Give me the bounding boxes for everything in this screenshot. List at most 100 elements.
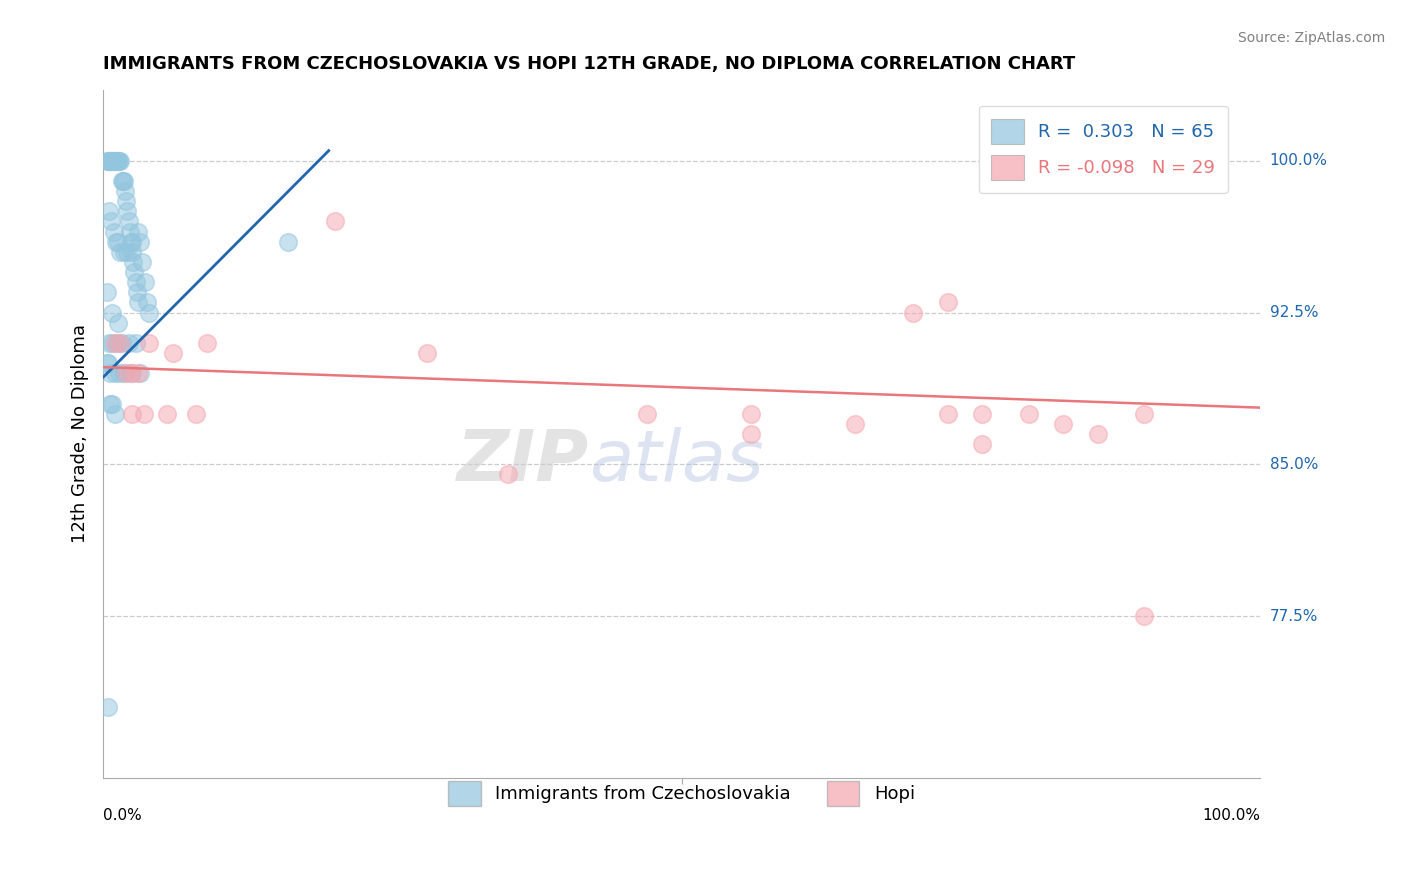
Y-axis label: 12th Grade, No Diploma: 12th Grade, No Diploma: [72, 325, 89, 543]
Point: [1133, 407, 1156, 421]
Point: [129, 366, 152, 380]
Point: [111, 174, 134, 188]
Point: [107, 235, 129, 249]
Point: [101, 396, 124, 410]
Point: [636, 407, 658, 421]
Point: [127, 366, 149, 380]
Point: [108, 366, 131, 380]
Text: 100.0%: 100.0%: [1270, 153, 1327, 169]
Text: Source: ZipAtlas.com: Source: ZipAtlas.com: [1237, 31, 1385, 45]
Point: [117, 244, 139, 259]
Point: [104, 235, 127, 249]
Point: [134, 275, 156, 289]
Point: [121, 366, 143, 380]
Text: IMMIGRANTS FROM CZECHOSLOVAKIA VS HOPI 12TH GRADE, NO DIPLOMA CORRELATION CHART: IMMIGRANTS FROM CZECHOSLOVAKIA VS HOPI 1…: [103, 55, 1076, 73]
Point: [1133, 609, 1156, 624]
Point: [97, 700, 120, 714]
Point: [112, 244, 135, 259]
Point: [97, 153, 120, 168]
Text: atlas: atlas: [589, 427, 763, 496]
Point: [104, 335, 127, 350]
Text: 77.5%: 77.5%: [1270, 608, 1317, 624]
Point: [121, 407, 143, 421]
Point: [105, 335, 128, 350]
Point: [111, 174, 134, 188]
Point: [496, 467, 519, 482]
Point: [114, 184, 136, 198]
Point: [96, 356, 118, 370]
Point: [97, 153, 120, 168]
Point: [136, 295, 159, 310]
Point: [1087, 426, 1109, 441]
Point: [112, 366, 135, 380]
Point: [100, 153, 122, 168]
Point: [195, 335, 218, 350]
Point: [121, 244, 143, 259]
Point: [132, 407, 155, 421]
Point: [97, 204, 120, 219]
Point: [104, 407, 127, 421]
Point: [124, 275, 146, 289]
Point: [110, 153, 132, 168]
Point: [110, 335, 132, 350]
Point: [104, 153, 127, 168]
Point: [125, 285, 148, 300]
Point: [107, 316, 129, 330]
Point: [117, 214, 139, 228]
Point: [936, 295, 959, 310]
Point: [127, 225, 149, 239]
Point: [120, 366, 142, 380]
Legend: Immigrants from Czechoslovakia, Hopi: Immigrants from Czechoslovakia, Hopi: [441, 773, 922, 814]
Point: [127, 295, 149, 310]
Point: [740, 407, 762, 421]
Text: 92.5%: 92.5%: [1270, 305, 1319, 320]
Point: [277, 235, 299, 249]
Point: [121, 235, 143, 249]
Point: [100, 214, 122, 228]
Point: [98, 366, 121, 380]
Point: [1018, 407, 1040, 421]
Point: [101, 335, 124, 350]
Point: [323, 214, 346, 228]
Point: [96, 285, 118, 300]
Point: [96, 153, 118, 168]
Point: [112, 174, 135, 188]
Point: [117, 204, 139, 219]
Text: 0.0%: 0.0%: [103, 808, 142, 823]
Point: [120, 235, 142, 249]
Point: [844, 417, 866, 431]
Point: [138, 335, 160, 350]
Point: [97, 335, 120, 350]
Point: [108, 153, 131, 168]
Point: [162, 346, 184, 360]
Point: [107, 153, 129, 168]
Point: [103, 225, 125, 239]
Point: [98, 153, 121, 168]
Point: [972, 437, 994, 451]
Point: [124, 335, 146, 350]
Point: [129, 235, 152, 249]
Point: [1052, 417, 1074, 431]
Point: [156, 407, 179, 421]
Point: [115, 366, 138, 380]
Point: [118, 225, 141, 239]
Point: [122, 255, 145, 269]
Text: ZIP: ZIP: [457, 427, 589, 496]
Point: [740, 426, 762, 441]
Point: [101, 305, 124, 319]
Point: [124, 265, 146, 279]
Point: [104, 153, 127, 168]
Point: [131, 255, 153, 269]
Point: [101, 153, 124, 168]
Point: [416, 346, 439, 360]
Point: [936, 407, 959, 421]
Point: [115, 194, 138, 209]
Point: [184, 407, 207, 421]
Point: [105, 153, 128, 168]
Point: [972, 407, 994, 421]
Point: [117, 335, 139, 350]
Point: [110, 244, 132, 259]
Text: 85.0%: 85.0%: [1270, 457, 1317, 472]
Point: [104, 366, 127, 380]
Point: [111, 335, 134, 350]
